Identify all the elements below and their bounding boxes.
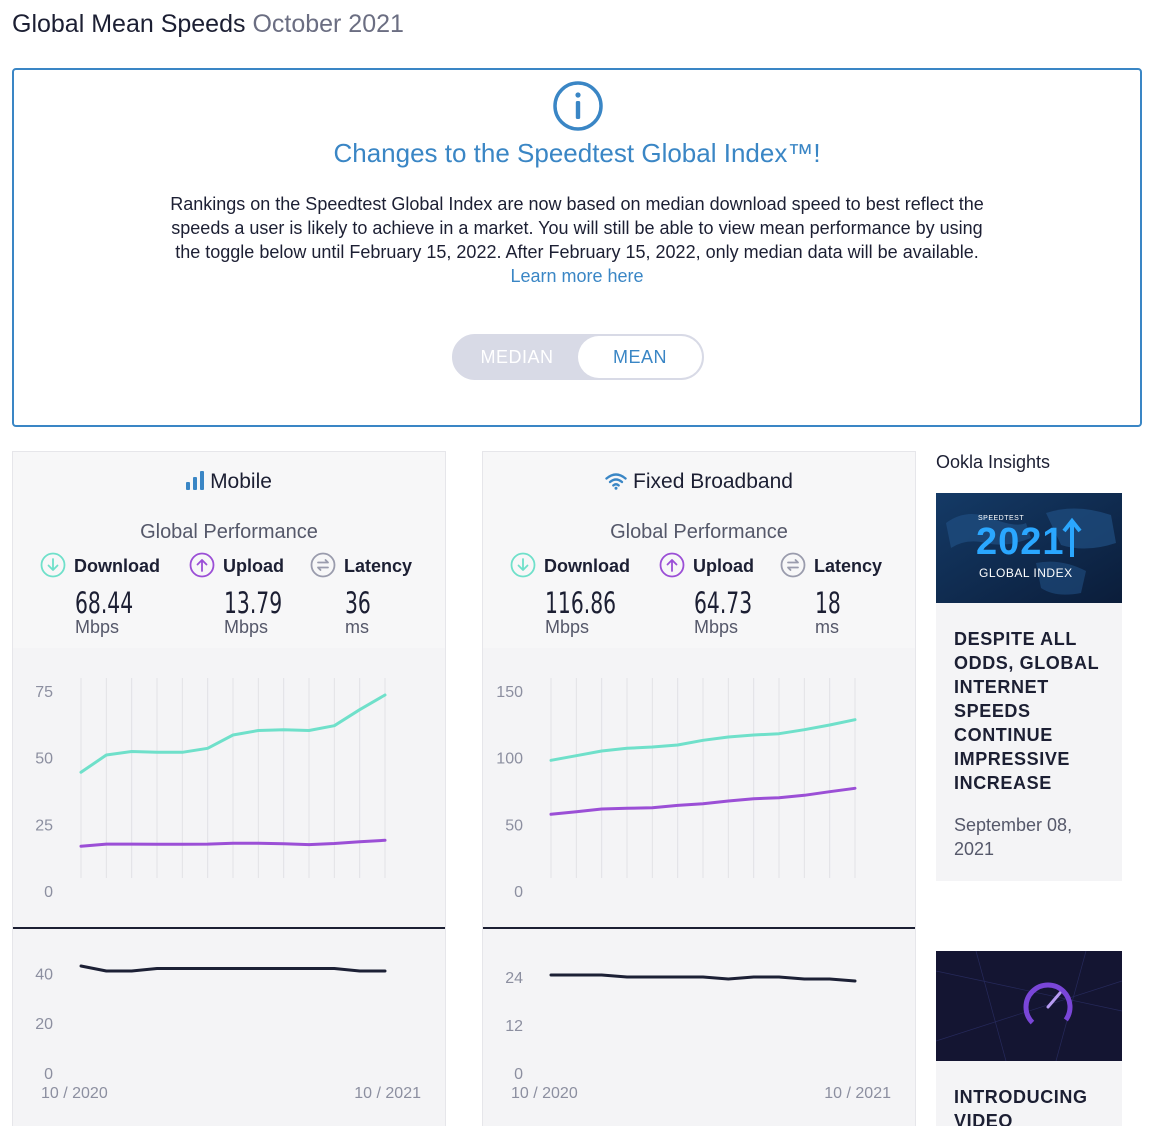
x-tick-label: 10 / 2020 <box>511 1085 578 1102</box>
y-tick-label: 50 <box>35 751 53 768</box>
y-tick-label: 40 <box>35 966 53 983</box>
signal-bars-icon <box>186 471 205 490</box>
y-tick-label: 150 <box>496 684 523 701</box>
insight-card[interactable]: INTRODUCING VIDEO <box>936 951 1122 1126</box>
notice-body-text: Rankings on the Speedtest Global Index a… <box>170 194 984 262</box>
world-map-thumbnail-art <box>936 493 1122 603</box>
notice-body: Rankings on the Speedtest Global Index a… <box>164 192 990 288</box>
latency-label: Latency <box>310 552 412 578</box>
info-icon <box>553 81 603 131</box>
insights-title: Ookla Insights <box>936 452 1051 472</box>
notice-heading: Changes to the Speedtest Global Index™! <box>333 138 821 168</box>
card-title: Fixed Broadband <box>483 470 915 494</box>
y-tick-label: 25 <box>35 817 53 834</box>
latency-unit: ms <box>345 617 369 637</box>
upload-label: Upload <box>659 552 754 578</box>
video-thumbnail[interactable] <box>936 951 1122 1061</box>
upload-unit: Mbps <box>694 617 739 637</box>
thumb-brand: SPEEDTEST <box>978 515 1025 522</box>
upload-label-text: Upload <box>223 556 284 576</box>
y-tick-label: 20 <box>35 1016 53 1033</box>
latency-value: 18 <box>815 586 841 620</box>
y-tick-label: 0 <box>44 1066 53 1083</box>
y-tick-label: 100 <box>496 751 523 768</box>
speedometer-icon <box>936 951 1122 1061</box>
card-title: Mobile <box>13 470 445 494</box>
y-tick-label: 0 <box>44 884 53 901</box>
card-subtitle: Global Performance <box>140 521 318 543</box>
insight-date: September 08, 2021 <box>954 815 1073 859</box>
thumb-caption: GLOBAL INDEX <box>979 566 1073 580</box>
y-tick-label: 0 <box>514 1066 523 1083</box>
toggle-option-mean[interactable]: MEAN <box>578 336 702 378</box>
y-tick-label: 75 <box>35 684 53 701</box>
y-tick-label: 0 <box>514 884 523 901</box>
x-tick-label: 10 / 2021 <box>354 1085 421 1102</box>
upload-unit: Mbps <box>224 617 269 637</box>
insight-headline[interactable]: DESPITE ALL ODDS, GLOBAL INTERNET SPEEDS… <box>954 629 1099 793</box>
download-series-line <box>549 718 857 762</box>
mobile-performance-card: Mobile Global Performance Download Uploa… <box>12 451 446 1126</box>
insight-card[interactable]: SPEEDTEST 2021 GLOBAL INDEX DESPITE ALL … <box>936 493 1122 881</box>
latency-series-line <box>79 964 387 973</box>
x-tick-label: 10 / 2021 <box>824 1085 891 1102</box>
latency-label-text: Latency <box>344 556 413 576</box>
median-mean-toggle[interactable]: MEDIAN MEAN <box>452 334 704 380</box>
download-label-text: Download <box>74 556 160 576</box>
latency-label: Latency <box>780 552 882 578</box>
latency-label-text: Latency <box>814 556 883 576</box>
download-label: Download <box>40 552 160 578</box>
page-title: Global Mean Speeds October 2021 <box>12 10 404 39</box>
page-title-period: October 2021 <box>252 10 404 38</box>
card-summary <box>13 452 445 648</box>
upload-arrow-icon <box>659 552 685 578</box>
download-arrow-icon <box>510 552 536 578</box>
fixed-broadband-performance-card: Fixed Broadband Global Performance Downl… <box>482 451 916 1126</box>
y-tick-label: 24 <box>505 970 523 987</box>
latency-icon <box>310 552 336 578</box>
latency-series-line <box>549 973 857 983</box>
toggle-option-median[interactable]: MEDIAN <box>480 347 554 367</box>
upload-label: Upload <box>189 552 284 578</box>
latency-icon <box>780 552 806 578</box>
card-title-text: Mobile <box>210 470 272 493</box>
latency-unit: ms <box>815 617 839 637</box>
learn-more-link[interactable]: Learn more here <box>510 266 644 286</box>
index-change-notice: Changes to the Speedtest Global Index™! … <box>12 68 1142 427</box>
upload-value: 64.73 <box>694 586 753 620</box>
download-label-text: Download <box>544 556 630 576</box>
download-series-line <box>79 693 387 774</box>
upload-series-line <box>79 838 387 848</box>
global-index-thumbnail[interactable]: SPEEDTEST 2021 GLOBAL INDEX <box>936 493 1122 603</box>
y-tick-label: 12 <box>505 1018 523 1035</box>
download-arrow-icon <box>40 552 66 578</box>
upload-arrow-icon <box>189 552 215 578</box>
latency-value: 36 <box>345 586 371 620</box>
y-tick-label: 50 <box>505 817 523 834</box>
upload-series-line <box>549 786 857 816</box>
fixed-broadband-speed-chart: 0 50 100 150 0 12 24 10 / 2020 10 / 2021 <box>483 678 915 1102</box>
x-tick-label: 10 / 2020 <box>41 1085 108 1102</box>
page-title-text: Global Mean Speeds <box>12 10 246 38</box>
card-subtitle: Global Performance <box>610 521 788 543</box>
download-value: 68.44 <box>75 586 134 620</box>
download-value: 116.86 <box>545 586 617 620</box>
upload-value: 13.79 <box>224 586 283 620</box>
download-label: Download <box>510 552 630 578</box>
mobile-speed-chart: 0 25 50 75 0 20 40 10 / 2020 10 / 2021 <box>13 678 445 1102</box>
download-unit: Mbps <box>75 617 120 637</box>
card-title-text: Fixed Broadband <box>633 470 793 493</box>
thumb-year: 2021 <box>976 521 1065 563</box>
upload-label-text: Upload <box>693 556 754 576</box>
wifi-icon <box>605 473 627 490</box>
insight-headline[interactable]: INTRODUCING VIDEO <box>954 1087 1088 1126</box>
card-summary <box>483 452 915 648</box>
download-unit: Mbps <box>545 617 590 637</box>
